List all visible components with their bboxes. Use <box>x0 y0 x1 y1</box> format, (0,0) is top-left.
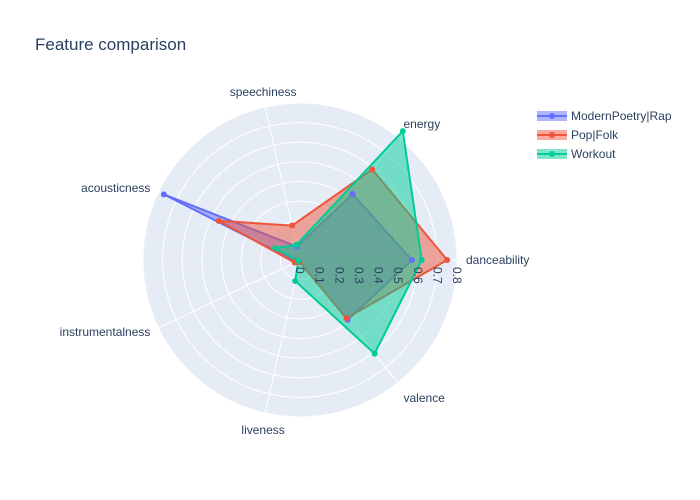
axis-label-speechiness: speechiness <box>230 85 297 99</box>
radial-tick-label: 0 <box>293 267 307 274</box>
series-point-1-1 <box>369 166 376 173</box>
axis-label-energy: energy <box>404 117 441 131</box>
series-point-2-2 <box>293 241 300 248</box>
radial-tick-label: 0.6 <box>411 267 425 284</box>
series-point-2-6 <box>371 350 378 357</box>
radial-tick-label: 0.4 <box>372 267 386 284</box>
axis-label-liveness: liveness <box>241 423 284 437</box>
series-point-2-1 <box>399 128 406 135</box>
angular-grid-line <box>158 259 301 329</box>
series-point-0-3 <box>160 191 167 198</box>
series-point-1-3 <box>215 217 222 224</box>
legend-label-0: ModernPoetry|Rap <box>571 109 672 123</box>
axis-label-acousticness: acousticness <box>81 181 150 195</box>
axis-label-instrumentalness: instrumentalness <box>60 325 151 339</box>
series-point-0-1 <box>349 191 356 198</box>
series-area-2 <box>274 130 423 355</box>
series-point-1-6 <box>343 315 350 322</box>
radial-tick-label: 0.7 <box>430 267 444 284</box>
series-point-2-0 <box>418 257 425 263</box>
angular-grid-line <box>264 259 301 414</box>
series-point-2-5 <box>292 278 299 285</box>
radial-tick-label: 0.2 <box>332 267 346 284</box>
legend-marker-2 <box>549 151 555 157</box>
series-point-1-0 <box>444 257 451 263</box>
legend-marker-0 <box>549 113 555 119</box>
chart-title: Feature comparison <box>35 35 186 54</box>
radial-tick-label: 0.5 <box>391 267 405 284</box>
axis-label-valence: valence <box>404 391 446 405</box>
series-point-1-2 <box>289 222 296 229</box>
series-point-2-4 <box>295 257 302 264</box>
radial-tick-label: 0.3 <box>352 267 366 284</box>
legend-label-2: Workout <box>571 147 616 161</box>
radial-tick-label: 0.8 <box>450 267 464 284</box>
series-point-2-3 <box>272 245 279 252</box>
legend-marker-1 <box>549 132 555 138</box>
legend: ModernPoetry|Rap Pop|Folk Workout <box>537 109 672 161</box>
legend-label-1: Pop|Folk <box>571 128 619 142</box>
axis-label-danceability: danceability <box>466 253 529 267</box>
series-point-0-0 <box>408 257 415 263</box>
radial-tick-label: 0.1 <box>313 267 327 284</box>
